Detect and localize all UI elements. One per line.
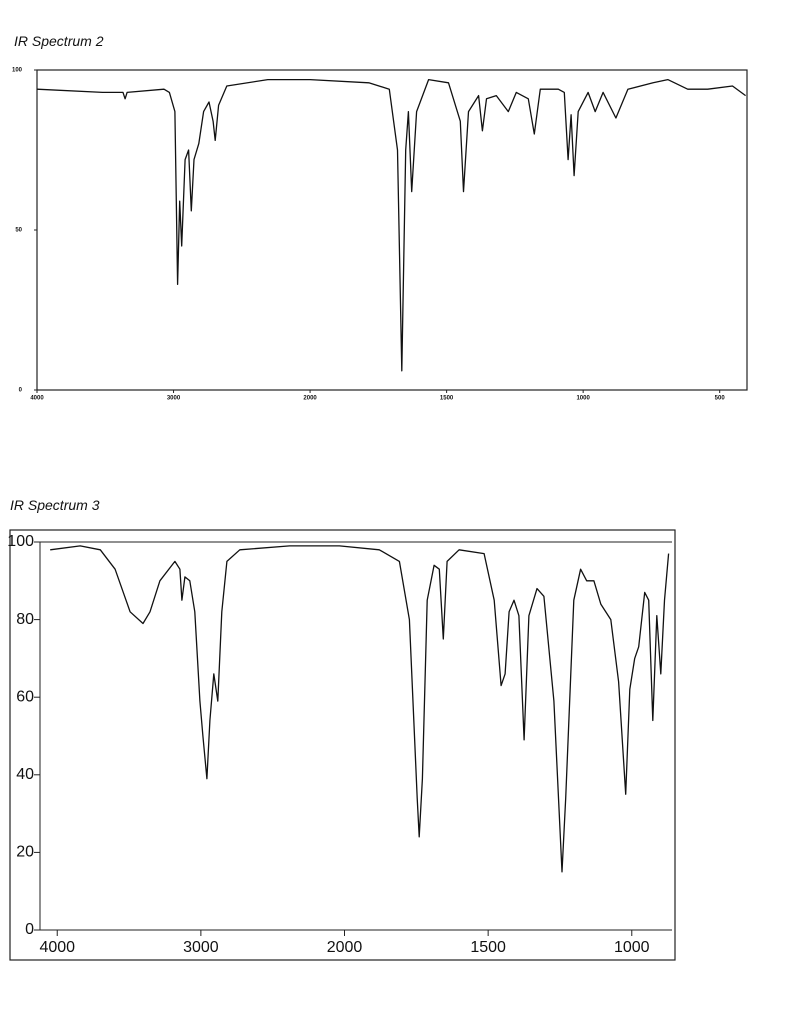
y-tick-label: 80	[16, 611, 34, 628]
y-tick-label: 100	[12, 68, 23, 74]
y-tick-label: 20	[16, 844, 34, 861]
chart-title: IR Spectrum 3	[10, 497, 100, 513]
y-tick-label: 50	[15, 228, 22, 234]
plot-frame	[36, 69, 748, 391]
outer-frame	[9, 529, 676, 961]
x-tick-label: 4000	[30, 396, 44, 402]
x-tick-label: 3000	[183, 939, 219, 956]
spectrum-line	[50, 545, 670, 873]
x-tick-label: 4000	[39, 939, 75, 956]
x-tick-label: 1000	[576, 396, 590, 402]
spectrum-line	[36, 78, 746, 372]
x-tick-label: 2000	[303, 396, 317, 402]
x-tick-label: 500	[715, 396, 726, 402]
x-tick-label: 1000	[614, 939, 650, 956]
chart-title: IR Spectrum 2	[14, 33, 104, 49]
y-tick-label: 40	[16, 766, 34, 783]
x-tick-label: 3000	[167, 396, 181, 402]
x-tick-label: 2000	[327, 939, 363, 956]
x-tick-label: 1500	[470, 939, 506, 956]
y-tick-label: 60	[16, 688, 34, 705]
y-tick-label: 0	[19, 388, 23, 394]
x-tick-label: 1500	[440, 396, 454, 402]
y-tick-label: 0	[25, 921, 34, 938]
y-tick-label: 100	[7, 533, 34, 550]
